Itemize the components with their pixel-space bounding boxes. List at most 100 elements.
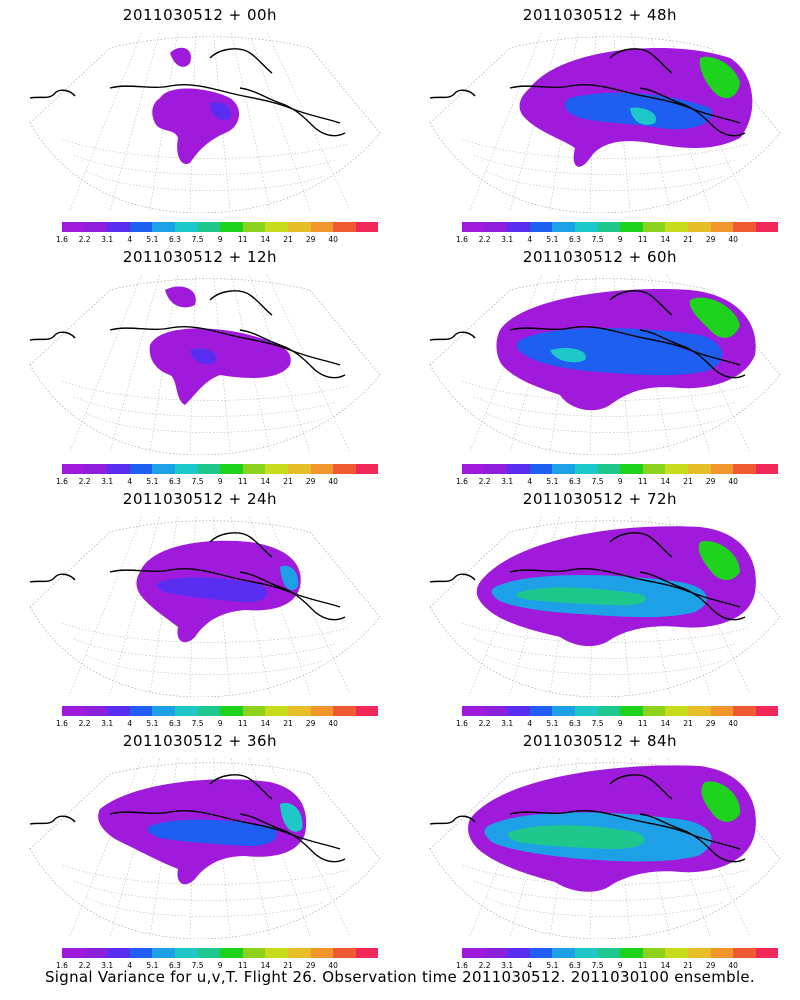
colorbar-swatch [484, 222, 508, 232]
colorbar-swatch [755, 948, 779, 958]
colorbar-swatch [62, 948, 85, 958]
variance-region [689, 297, 740, 338]
colorbar-label: 40 [728, 961, 738, 970]
variance-region [280, 802, 303, 832]
colorbar-label: 2.2 [78, 961, 91, 970]
colorbar-label: 3.1 [501, 961, 514, 970]
colorbar-label: 40 [328, 477, 338, 486]
variance-region [152, 88, 240, 164]
polar-map [429, 516, 781, 697]
coastline [239, 813, 346, 863]
colorbar-label: 5.1 [146, 477, 159, 486]
colorbar-swatch [265, 948, 288, 958]
latitude-line [473, 880, 737, 901]
colorbar-swatch [755, 464, 779, 474]
polar-map [29, 32, 381, 213]
colorbar-label: 7.5 [191, 719, 204, 728]
colorbar-swatch [462, 464, 485, 474]
colorbar-swatch [484, 706, 508, 716]
colorbar-swatch [755, 222, 779, 232]
latitude-line [485, 412, 725, 433]
map-boundary [429, 520, 781, 697]
colorbar-label: 40 [328, 719, 338, 728]
latitude-line [61, 380, 349, 401]
latitude-line [73, 396, 337, 417]
colorbar-label: 5.1 [146, 235, 159, 244]
latitude-line [85, 412, 325, 433]
colorbar-swatch [484, 948, 508, 958]
colorbar-label: 14 [660, 719, 671, 728]
colorbar-swatch [242, 222, 266, 232]
variance-region [550, 348, 586, 363]
colorbar-swatch [220, 948, 243, 958]
coastline [109, 568, 341, 608]
colorbar-label: 21 [283, 477, 293, 486]
meridian-line [109, 32, 160, 211]
colorbar-swatch [733, 706, 756, 716]
colorbar-label: 1.6 [456, 477, 468, 486]
coastline [639, 813, 746, 863]
variance-region [190, 348, 216, 365]
variance-region [156, 577, 268, 603]
colorbar-swatch [333, 948, 356, 958]
coastline [239, 87, 346, 137]
colorbar-swatch [529, 464, 553, 474]
colorbar-swatch [197, 464, 221, 474]
colorbar-swatch [507, 464, 530, 474]
map-panel: 2011030512 + 00h 1.6 2.2 3.1 4 5.1 6.3 7.5 9 11 14… [0, 0, 400, 245]
map-panel: 2011030512 + 48h 1.6 2.2 3.1 4 5.1 6.3 7.5 9 11 14… [400, 0, 800, 245]
colorbar-labels: 1.6 2.2 3.1 4 5.1 6.3 7.5 9 11 14 21 29 40 [56, 719, 362, 729]
colorbar-label: 1.6 [456, 961, 468, 970]
colorbar-swatch [552, 706, 575, 716]
colorbar [62, 222, 379, 232]
colorbar-swatch [152, 464, 175, 474]
map-panel: 2011030512 + 72h 1.6 2.2 3.1 4 5.1 6.3 7.5 9 11 14… [400, 484, 800, 729]
coastline [609, 774, 673, 800]
coastline [239, 571, 346, 621]
colorbar [462, 464, 779, 474]
coastline [429, 573, 476, 583]
colorbar-swatch [484, 464, 508, 474]
polar-map [29, 516, 381, 697]
variance-region [149, 328, 291, 405]
colorbar [462, 948, 779, 958]
variance-region [508, 825, 645, 849]
colorbar-swatch [687, 222, 711, 232]
colorbar-swatch [174, 464, 198, 474]
colorbar-swatch [529, 222, 553, 232]
colorbar-swatch [665, 464, 688, 474]
colorbar-label: 2.2 [78, 235, 91, 244]
meridian-line [69, 274, 142, 453]
colorbar-label: 6.3 [569, 961, 581, 970]
colorbar-label: 1.6 [56, 477, 68, 486]
colorbar-swatch [333, 222, 356, 232]
latitude-line [473, 638, 737, 659]
coastline [609, 290, 673, 316]
colorbar-label: 1.6 [56, 719, 68, 728]
colorbar-label: 7.5 [591, 477, 604, 486]
colorbar-swatch [462, 706, 485, 716]
colorbar-label: 40 [728, 719, 738, 728]
colorbar-swatch [597, 706, 621, 716]
colorbar-labels: 1.6 2.2 3.1 4 5.1 6.3 7.5 9 11 14 21 29 40 [56, 961, 362, 971]
latitude-line [73, 638, 337, 659]
latitude-line [73, 154, 337, 175]
colorbar-swatch [574, 464, 598, 474]
colorbar-label: 6.3 [169, 477, 181, 486]
colorbar-label: 7.5 [191, 235, 204, 244]
colorbar-label: 29 [305, 719, 316, 728]
meridian-line [267, 516, 351, 695]
colorbar-label: 4 [127, 235, 133, 244]
meridian-line [631, 516, 671, 695]
colorbar-swatch [620, 948, 643, 958]
colorbar-swatch [597, 222, 621, 232]
colorbar-label: 4 [527, 961, 533, 970]
colorbar-label: 7.5 [191, 477, 204, 486]
colorbar-swatch [597, 948, 621, 958]
colorbar-label: 11 [638, 477, 648, 486]
colorbar-label: 21 [683, 719, 693, 728]
coastline [429, 815, 476, 825]
colorbar-swatch [287, 706, 311, 716]
latitude-line [85, 654, 325, 675]
colorbar-label: 11 [238, 719, 248, 728]
